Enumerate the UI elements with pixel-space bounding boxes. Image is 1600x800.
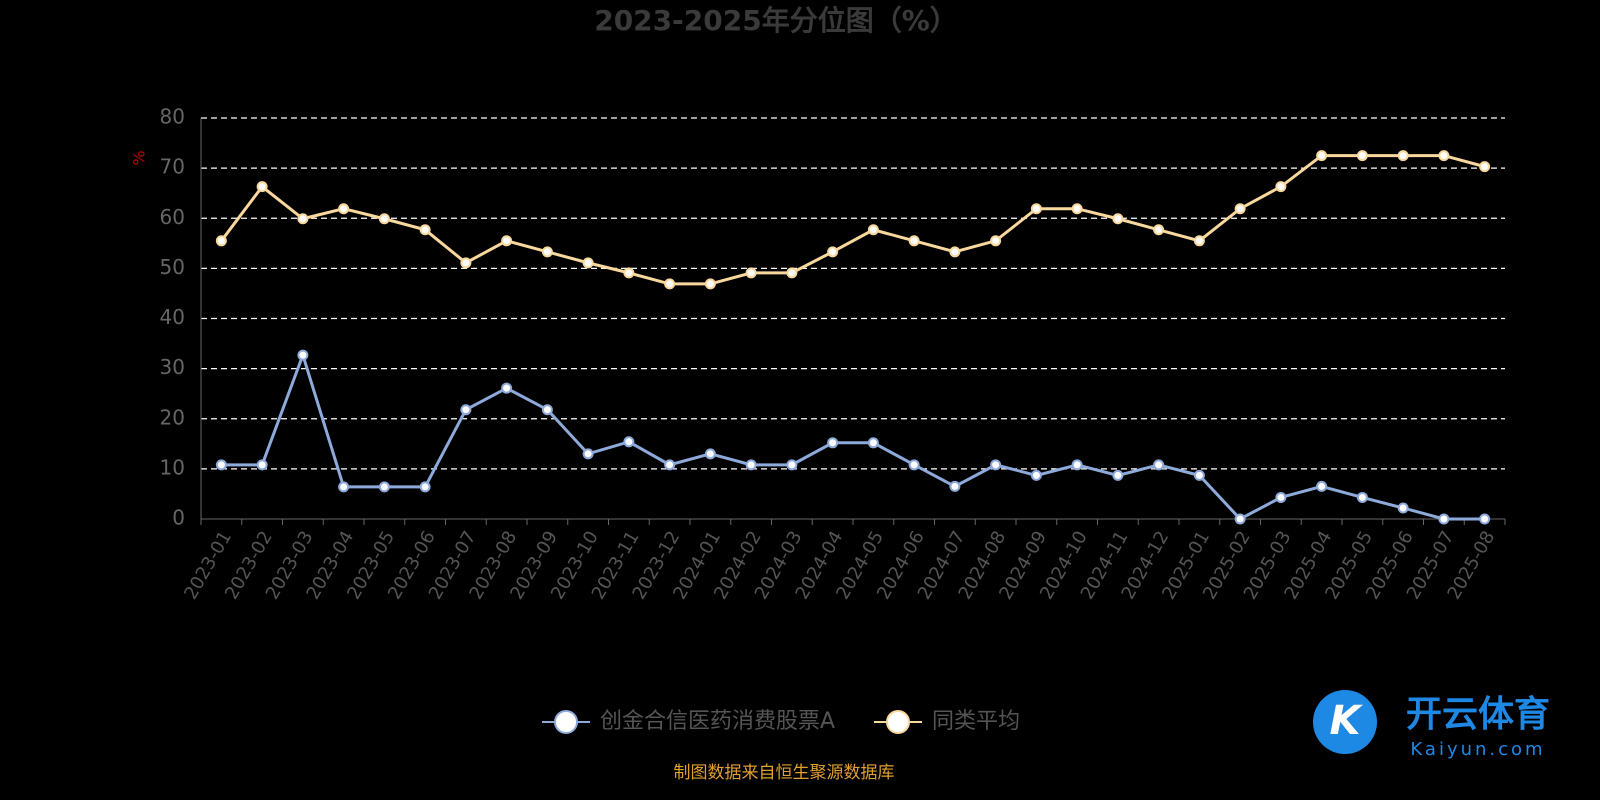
source-note: 制图数据来自恒生聚源数据库 <box>674 763 895 783</box>
data-point <box>1234 203 1246 215</box>
chart-title: 2023-2025年分位图（%） <box>594 4 958 37</box>
data-point <box>501 235 513 247</box>
data-point <box>1397 502 1409 514</box>
data-point <box>215 235 227 247</box>
y-tick-label: 10 <box>160 455 185 479</box>
y-axis-label: % <box>130 150 149 165</box>
data-point <box>908 459 920 471</box>
data-point <box>786 267 798 279</box>
y-tick-label: 80 <box>160 105 185 129</box>
brand-url: Kaiyun.com <box>1410 739 1545 760</box>
data-point <box>664 459 676 471</box>
logo-letter: K <box>1330 698 1364 744</box>
data-point <box>460 404 472 416</box>
y-tick-label: 0 <box>172 506 185 530</box>
data-point <box>867 437 879 449</box>
data-point <box>867 224 879 236</box>
data-point <box>582 257 594 269</box>
data-point <box>297 349 309 361</box>
data-point <box>1438 513 1450 525</box>
data-point <box>949 480 961 492</box>
data-point <box>1356 491 1368 503</box>
data-point <box>1397 150 1409 162</box>
series-line <box>221 350 1485 521</box>
brand: 开云体育 <box>1406 694 1550 735</box>
data-point <box>990 459 1002 471</box>
data-point <box>1153 224 1165 236</box>
logo <box>1313 690 1377 754</box>
data-point <box>1275 181 1287 193</box>
data-point <box>1356 150 1368 162</box>
data-point <box>664 278 676 290</box>
data-point <box>1438 150 1450 162</box>
series-line <box>220 154 1486 286</box>
data-point <box>256 181 268 193</box>
data-point <box>704 448 716 460</box>
data-point <box>1316 480 1328 492</box>
data-point <box>1153 459 1165 471</box>
data-point <box>378 213 390 225</box>
data-point <box>786 459 798 471</box>
y-tick-label: 40 <box>160 305 185 329</box>
watermark: K 开云体育 Kaiyun.com <box>1313 690 1550 760</box>
data-point <box>297 213 309 225</box>
data-point <box>949 246 961 258</box>
data-point <box>704 278 716 290</box>
data-point <box>623 436 635 448</box>
data-point <box>582 448 594 460</box>
data-point <box>1071 203 1083 215</box>
y-tick-label: 50 <box>160 255 185 279</box>
data-point <box>1479 161 1491 173</box>
data-point <box>256 459 268 471</box>
data-point <box>990 235 1002 247</box>
data-point <box>1193 469 1205 481</box>
data-point <box>1234 513 1246 525</box>
data-point <box>541 246 553 258</box>
data-point <box>1316 150 1328 162</box>
data-point <box>501 382 513 394</box>
data-point <box>338 481 350 493</box>
data-point <box>623 267 635 279</box>
data-point <box>827 246 839 258</box>
data-point <box>338 203 350 215</box>
data-point <box>745 267 757 279</box>
data-point <box>1030 469 1042 481</box>
data-point <box>460 257 472 269</box>
y-tick-label: 70 <box>160 155 185 179</box>
y-tick-label: 60 <box>160 205 185 229</box>
data-point <box>1275 491 1287 503</box>
y-tick-label: 20 <box>160 405 185 429</box>
data-point <box>1030 203 1042 215</box>
y-tick-label: 30 <box>160 355 185 379</box>
data-point <box>1112 469 1124 481</box>
legend-marker <box>554 710 578 734</box>
data-point <box>1193 235 1205 247</box>
legend-label: 同类平均 <box>932 709 1020 734</box>
data-point <box>419 481 431 493</box>
data-point <box>1112 213 1124 225</box>
data-point <box>419 224 431 236</box>
data-point <box>215 459 227 471</box>
data-point <box>378 481 390 493</box>
data-point <box>827 437 839 449</box>
legend-marker <box>886 710 910 734</box>
data-point <box>1071 459 1083 471</box>
data-point <box>908 235 920 247</box>
data-point <box>541 404 553 416</box>
legend-label: 创金合信医药消费股票A <box>600 709 835 734</box>
data-point <box>1479 513 1491 525</box>
data-point <box>745 459 757 471</box>
